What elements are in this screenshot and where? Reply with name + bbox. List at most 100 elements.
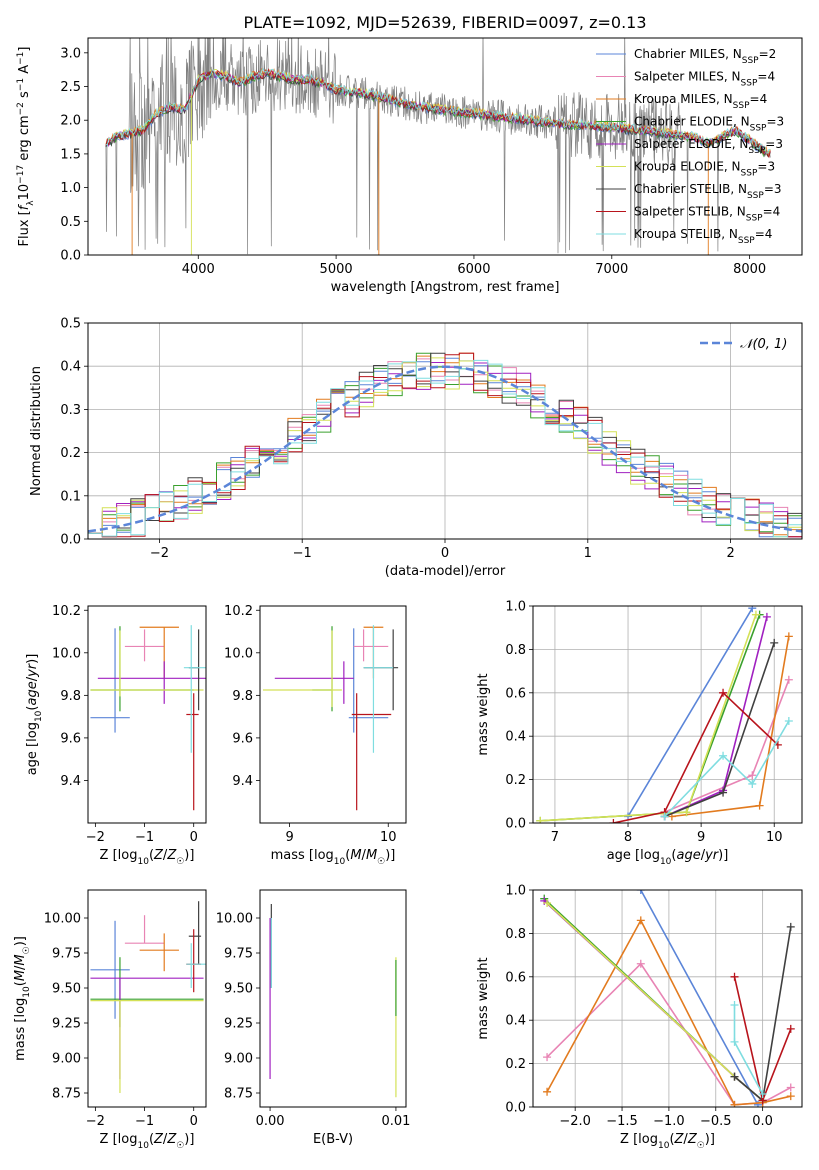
series-point-kroupa-stelib (660, 812, 669, 821)
y-tick-label: 9.25 (224, 1017, 253, 1032)
y-tick-label: 0.8 (505, 643, 526, 658)
x-tick-label: 0 (190, 830, 198, 845)
plot-area (88, 352, 802, 538)
x-tick-label: 8000 (733, 262, 766, 277)
y-tick-label: 0.8 (505, 927, 526, 942)
y-axis-label: mass [log10(M/M☉)] (13, 936, 32, 1061)
observed-spectrum-line (105, 38, 771, 255)
series-point-chabrier-miles (748, 606, 757, 613)
y-axis-label: age [log10(age/yr)] (25, 654, 44, 776)
x-tick-label: 2 (726, 546, 734, 561)
series-point-kroupa-elodie (751, 610, 760, 619)
series-point-kroupa-stelib (784, 717, 793, 726)
x-tick-label: 0.00 (256, 1114, 285, 1129)
y-tick-label: 0.6 (505, 686, 526, 701)
x-tick-label: 5000 (320, 262, 353, 277)
series-point-salpeter-miles (543, 1053, 552, 1062)
y-tick-label: 0.2 (60, 446, 81, 461)
series-point-salpeter-elodie (762, 612, 771, 621)
series-line-kroupa-elodie (546, 902, 764, 1102)
x-tick-label: −1 (135, 1114, 154, 1129)
legend-label-salpeter-miles: Salpeter MILES, NSSP=4 (634, 70, 775, 89)
series-point-chabrier-stelib (730, 1072, 739, 1081)
legend-label-kroupa-miles: Kroupa MILES, NSSP=4 (634, 92, 767, 111)
series-point-chabrier-miles (753, 1100, 762, 1107)
series-point-chabrier-stelib (770, 638, 779, 647)
series-point-chabrier-miles (636, 890, 645, 894)
y-tick-label: 8.75 (224, 1087, 253, 1102)
y-tick-label: 9.50 (224, 982, 253, 997)
x-axis-label: Z [log10(Z/Z☉)] (100, 1132, 195, 1151)
axes-frame (87, 889, 207, 1108)
series-point-kroupa-stelib (719, 751, 728, 760)
y-tick-label: 8.75 (52, 1087, 81, 1102)
y-tick-label: 10.00 (216, 912, 253, 927)
series-point-kroupa-elodie (543, 899, 552, 908)
x-tick-label: 0 (190, 1114, 198, 1129)
series-point-salpeter-stelib (609, 819, 618, 823)
x-axis-label: Z [log10(Z/Z☉)] (100, 848, 195, 867)
legend-label-chabrier-stelib: Chabrier STELIB, NSSP=3 (634, 182, 782, 201)
series-point-kroupa-stelib (758, 1089, 767, 1098)
x-tick-label: 0.0 (752, 1114, 773, 1129)
age-vs-mass-panel: 9 10 9.4 9.6 9.8 10.0 10.2 mass [log10(M/M☉)] (224, 604, 407, 867)
y-tick-label: 9.75 (52, 947, 81, 962)
series-point-kroupa-elodie (682, 808, 691, 817)
y-tick-label: 9.6 (232, 731, 253, 746)
axes-frame (532, 889, 803, 1108)
axes-frame (259, 889, 407, 1108)
y-tick-label: 0.4 (60, 360, 81, 375)
y-axis-label: Flux [fλ10−17 erg cm−2 s−1 A−1] (16, 47, 36, 247)
y-tick-label: 2.5 (60, 80, 81, 95)
y-axis-label: mass weight (476, 957, 491, 1039)
y-tick-label: 0.2 (505, 773, 526, 788)
y-tick-label: 0.6 (505, 970, 526, 985)
legend-label-normal: 𝒩(0, 1) (740, 337, 787, 352)
histogram-kroupa-stelib (88, 359, 802, 538)
x-tick-label: −1 (135, 830, 154, 845)
x-tick-label: 10 (380, 830, 397, 845)
series-point-salpeter-stelib (730, 972, 739, 981)
y-tick-label: 9.8 (60, 689, 81, 704)
x-tick-label: 9 (697, 830, 705, 845)
series-point-kroupa-miles (755, 801, 764, 810)
y-tick-label: 9.00 (52, 1052, 81, 1067)
axes-frame (87, 605, 207, 824)
x-tick-label: −2 (86, 830, 105, 845)
series-point-kroupa-stelib (730, 1037, 739, 1046)
normal-curve-line (88, 365, 802, 533)
y-tick-label: 0.5 (60, 317, 81, 332)
y-tick-label: 1.0 (505, 884, 526, 899)
massweight-vs-age-panel: 7 8 9 10 0.0 0.2 0.4 0.6 0.8 1.0 age [log10(age/yr… (476, 600, 803, 867)
plot-area (540, 890, 795, 1107)
series-point-kroupa-miles (784, 632, 793, 641)
x-tick-label: 9 (285, 830, 293, 845)
x-tick-label: 1 (584, 546, 592, 561)
series-point-kroupa-miles (636, 916, 645, 925)
age-vs-metallicity-panel: −2 −1 0 9.4 9.6 9.8 10.0 10.2 Z [log10(Z/Z☉)] age… (25, 604, 207, 867)
y-tick-label: 0.3 (60, 403, 81, 418)
y-tick-label: 10.00 (44, 912, 81, 927)
series-line-salpeter-stelib (613, 691, 779, 823)
y-tick-label: 0.1 (60, 489, 81, 504)
spectrum-panel: 4000 5000 6000 7000 8000 0.0 0.5 1.0 1.5 2.0 2.5 3.… (16, 37, 803, 295)
y-tick-label: 0.4 (505, 1014, 526, 1029)
series-line-chabrier-miles (627, 607, 753, 817)
y-tick-label: 0.0 (505, 1101, 526, 1116)
series-point-kroupa-stelib (730, 1001, 739, 1010)
plot-area (105, 38, 771, 255)
x-axis-label: Z [log10(Z/Z☉)] (620, 1132, 715, 1151)
y-tick-label: 9.6 (60, 731, 81, 746)
series-line-salpeter-elodie (664, 616, 768, 818)
series-point-chabrier-stelib (786, 922, 795, 931)
x-axis-label: wavelength [Angstrom, rest frame] (331, 280, 560, 295)
y-tick-label: 0.0 (60, 249, 81, 264)
axes-frame (87, 37, 803, 256)
x-tick-label: −1 (293, 546, 312, 561)
y-tick-label: 1.0 (60, 181, 81, 196)
series-line-chabrier-elodie (543, 898, 764, 1102)
y-tick-label: 1.5 (60, 147, 81, 162)
x-tick-label: 8 (624, 830, 632, 845)
y-tick-label: 0.2 (505, 1057, 526, 1072)
